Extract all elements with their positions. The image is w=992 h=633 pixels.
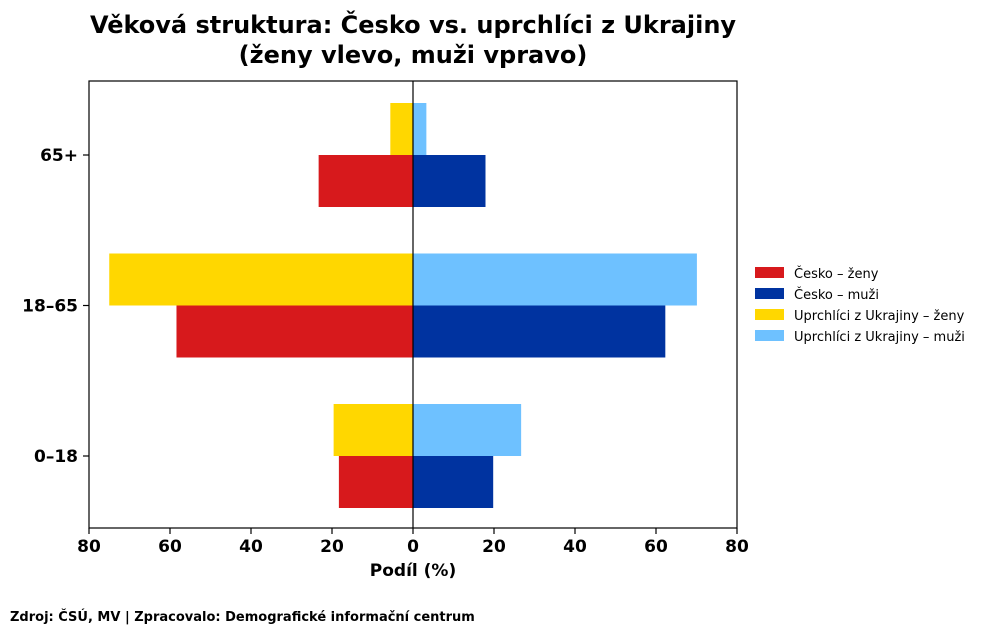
bar-series3-cat2	[413, 103, 427, 155]
bar-series0-cat1	[176, 305, 413, 358]
x-tick-label: 80	[725, 537, 749, 557]
legend-label: Uprchlíci z Ukrajiny – muži	[794, 330, 965, 345]
legend: Česko – ženy Česko – muži Uprchlíci z Ukra…	[755, 266, 965, 345]
bar-series1-cat1	[413, 305, 666, 358]
bar-series3-cat0	[413, 404, 522, 456]
x-axis-ticks: 80 60 40 20 0 20 40 60 80	[77, 528, 749, 557]
chart-title-line2: (ženy vlevo, muži vpravo)	[239, 41, 588, 69]
x-tick-label: 20	[320, 537, 344, 557]
legend-swatch	[755, 267, 784, 278]
y-tick-label: 18–65	[22, 297, 78, 317]
bars-group	[109, 103, 697, 508]
x-tick-label: 20	[482, 537, 506, 557]
x-tick-label: 60	[644, 537, 668, 557]
source-note: Zdroj: ČSÚ, MV | Zpracovalo: Demografick…	[10, 609, 475, 625]
x-tick-label: 80	[77, 537, 101, 557]
y-tick-label: 65+	[40, 146, 78, 166]
plot-frame	[88, 80, 738, 529]
legend-label: Česko – ženy	[794, 266, 879, 282]
legend-swatch	[755, 288, 784, 299]
x-tick-label: 60	[158, 537, 182, 557]
bar-series0-cat2	[318, 155, 413, 207]
bar-series1-cat0	[413, 456, 494, 508]
x-tick-label: 40	[563, 537, 587, 557]
chart-title-line1: Věková struktura: Česko vs. uprchlíci z …	[90, 9, 736, 39]
bar-series1-cat2	[413, 155, 486, 207]
legend-swatch	[755, 309, 784, 320]
bar-series3-cat1	[413, 253, 697, 306]
x-axis-label: Podíl (%)	[370, 561, 456, 581]
bar-series2-cat0	[333, 404, 413, 456]
legend-label: Uprchlíci z Ukrajiny – ženy	[794, 309, 965, 324]
bar-series2-cat1	[109, 253, 413, 306]
bar-series2-cat2	[390, 103, 413, 155]
legend-swatch	[755, 330, 784, 341]
x-tick-label: 40	[239, 537, 263, 557]
y-tick-label: 0–18	[34, 447, 78, 467]
legend-label: Česko – muži	[794, 287, 879, 303]
bar-series0-cat0	[338, 456, 413, 508]
x-tick-label: 0	[407, 537, 419, 557]
y-axis-ticks: 0–18 18–65 65+	[22, 146, 89, 467]
